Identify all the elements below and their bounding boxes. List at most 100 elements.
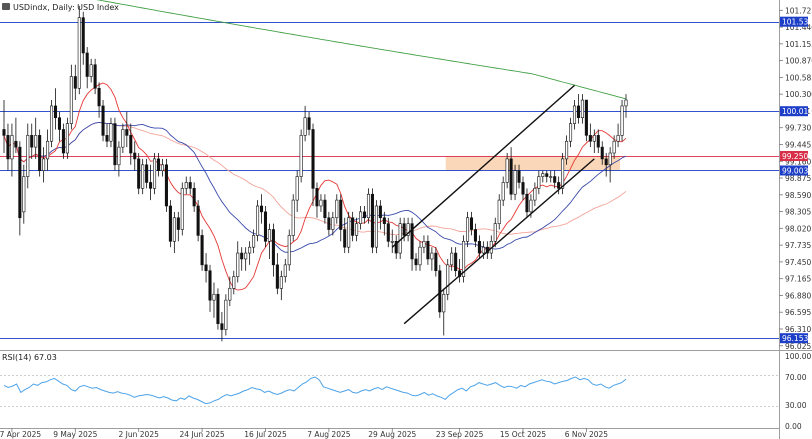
candle-body	[509, 158, 513, 195]
candle-body	[398, 223, 402, 254]
candle	[97, 82, 101, 118]
candle-body	[525, 193, 529, 213]
channel-lower-line	[403, 158, 595, 325]
candle-body	[53, 105, 58, 119]
candle-body	[14, 140, 18, 148]
candle-body	[196, 205, 200, 236]
candle-body	[422, 241, 426, 248]
candle	[378, 200, 382, 230]
candle	[394, 235, 398, 259]
candle-body	[256, 205, 260, 236]
candle	[370, 188, 374, 254]
candle-body	[236, 252, 240, 277]
candle	[232, 270, 236, 295]
candle	[26, 123, 30, 189]
price-axis: 101.725 101.440 101.155 100.870 100.585 100.3…	[779, 6, 812, 351]
candle	[69, 64, 73, 130]
candle	[121, 123, 125, 154]
candle	[271, 223, 275, 277]
candle	[224, 294, 228, 336]
candle-body	[600, 146, 604, 160]
candle-body	[541, 173, 545, 177]
candle	[240, 247, 244, 271]
candle-body	[149, 182, 153, 189]
price-panel[interactable]	[0, 0, 779, 349]
candle-body	[414, 258, 418, 266]
candle	[398, 217, 402, 259]
candle	[256, 200, 260, 242]
candle	[259, 194, 264, 224]
price-tick-label: 101.440	[785, 23, 812, 32]
rsi-panel[interactable]	[0, 352, 779, 428]
candle-body	[125, 129, 129, 136]
candle-body	[442, 293, 446, 313]
candle	[596, 129, 600, 154]
candle-body	[279, 276, 283, 289]
candle-body	[50, 105, 54, 142]
candle-body	[327, 217, 331, 230]
candle-body	[156, 158, 161, 171]
candle-body	[26, 135, 30, 177]
candle	[228, 276, 232, 307]
candle-body	[303, 117, 307, 136]
candle	[267, 223, 271, 259]
candle-body	[521, 182, 525, 195]
candle	[410, 217, 414, 271]
candle	[414, 253, 418, 271]
date-axis: 17 Apr 2025 9 May 2025 2 Jun 2025 24 Jun 20…	[0, 428, 608, 439]
candle-body	[42, 158, 46, 171]
candle-body	[133, 152, 137, 160]
candle	[22, 164, 26, 224]
candle	[319, 194, 323, 212]
candle-body	[517, 170, 521, 183]
candle-body	[434, 252, 438, 272]
candle-body	[105, 135, 109, 142]
price-tag-bg	[780, 16, 808, 27]
candle	[497, 194, 501, 230]
candle-body	[533, 188, 537, 201]
candle-body	[57, 117, 62, 130]
candle	[65, 117, 69, 159]
candle	[355, 217, 359, 242]
candle	[188, 176, 192, 195]
candle	[311, 123, 315, 206]
candle	[141, 158, 145, 195]
candle-body	[426, 241, 430, 260]
candle	[160, 158, 165, 177]
candle-body	[323, 199, 327, 219]
rsi-tick-label: 70.00	[785, 373, 807, 382]
candle	[462, 235, 466, 283]
candle-body	[34, 135, 38, 148]
candle-body	[176, 217, 180, 230]
candle	[137, 153, 141, 195]
candle	[481, 241, 485, 259]
candle-body	[402, 223, 406, 236]
ma-mid-line	[27, 121, 627, 236]
candle-body	[355, 223, 359, 236]
price-tag-bg	[780, 106, 808, 117]
price-tag-bg	[780, 333, 808, 344]
candle	[299, 129, 303, 183]
candle-body	[145, 164, 149, 183]
candle-body	[10, 135, 14, 160]
price-tag: 101.531	[780, 16, 812, 27]
candle-body	[343, 229, 347, 248]
supply-demand-zone[interactable]	[445, 155, 620, 171]
candle	[565, 135, 569, 165]
candle	[561, 153, 565, 195]
candle	[620, 100, 624, 142]
rsi-tick-label: 30.00	[785, 401, 807, 410]
candle-body	[505, 158, 509, 183]
candle-body	[537, 176, 541, 189]
rsi-label: RSI(14) 67.03	[2, 353, 57, 362]
candle	[418, 241, 422, 271]
candle	[61, 123, 65, 159]
date-tick-label: 29 Aug 2025	[368, 430, 416, 439]
candle-body	[446, 264, 450, 295]
candle-body	[18, 146, 22, 219]
candle	[545, 170, 549, 183]
date-tick-label: 15 Oct 2025	[500, 430, 547, 439]
candle	[624, 94, 628, 118]
candle-body	[30, 135, 34, 148]
candle-body	[73, 76, 77, 89]
